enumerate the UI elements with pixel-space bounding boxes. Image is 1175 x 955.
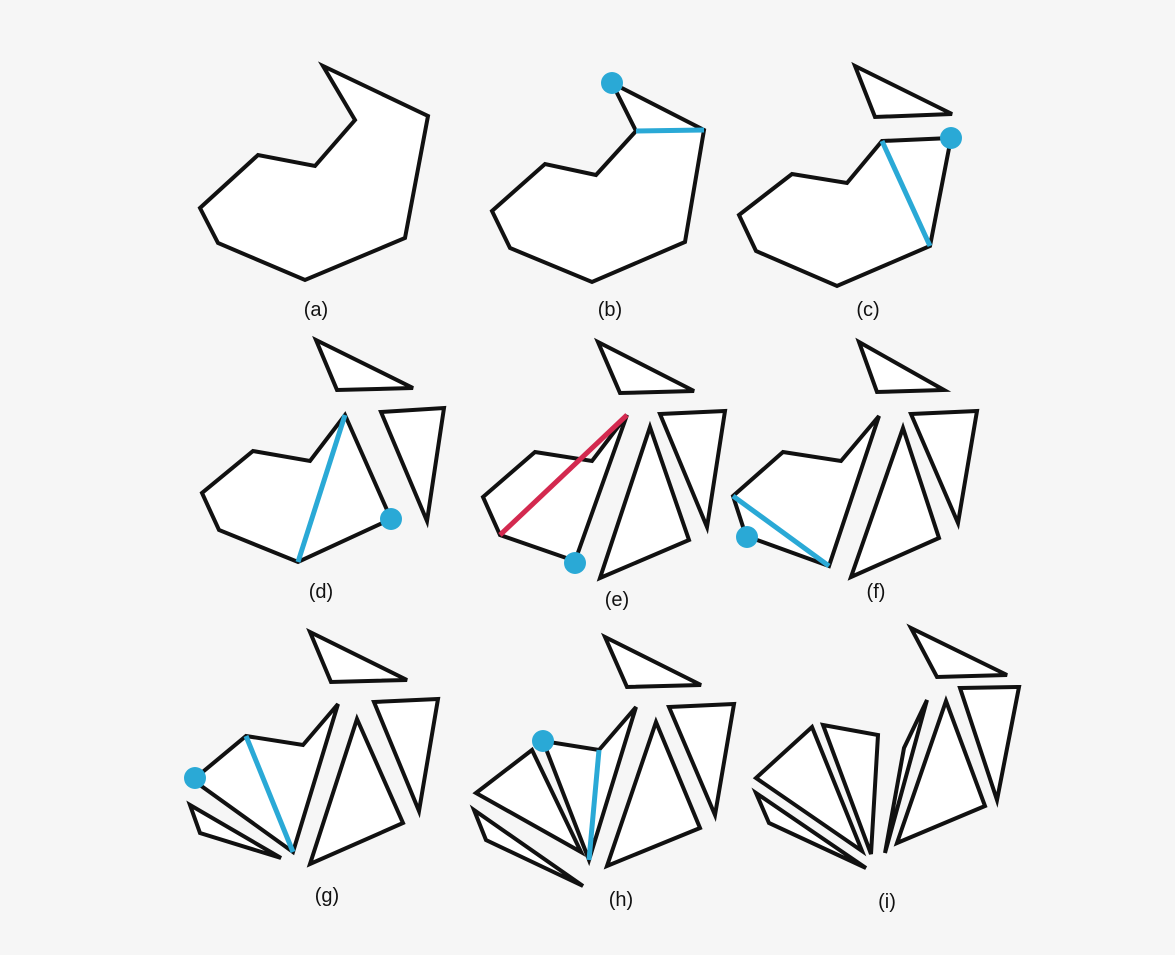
ear-vertex-marker (564, 552, 586, 574)
ear-vertex-marker (736, 526, 758, 548)
ear-cut-line (586, 749, 602, 861)
polygon-shape (197, 61, 431, 283)
triangle (752, 723, 867, 857)
clipped-triangle (855, 337, 952, 395)
clipped-triangle (378, 405, 447, 529)
clipped-triangle (666, 701, 737, 823)
clipped-triangle (186, 800, 283, 860)
panel-a: (a) (197, 61, 431, 321)
clipped-triangle (657, 408, 728, 535)
triangle (883, 699, 929, 854)
ear-cut-line (243, 735, 296, 853)
clipped-triangle (593, 337, 695, 396)
clipped-triangle (472, 746, 586, 857)
polygon-shape (199, 411, 394, 565)
clipped-triangle (603, 716, 703, 870)
ear-cut-line (879, 139, 933, 248)
caption-a: (a) (304, 299, 328, 321)
clipped-triangle (851, 61, 953, 120)
caption-g: (g) (315, 885, 339, 907)
clipped-triangle (371, 696, 441, 819)
ear-cut-line (295, 414, 348, 563)
caption-e: (e) (605, 589, 629, 611)
rejected-diagonal-line (498, 413, 629, 537)
panel-g: (g) (184, 627, 441, 907)
ear-vertex-marker (601, 72, 623, 94)
caption-f: (f) (867, 581, 886, 603)
panel-d: (d) (199, 335, 447, 603)
clipped-triangle (847, 421, 942, 581)
clipped-triangle (312, 335, 414, 393)
clipped-triangle (469, 804, 585, 888)
ear-vertex-marker (532, 730, 554, 752)
polygon-shape (489, 78, 707, 285)
ear-vertex-marker (940, 127, 962, 149)
caption-i: (i) (878, 891, 896, 913)
panel-e: (e) (480, 337, 728, 611)
ear-vertex-marker (380, 508, 402, 530)
triangle (819, 722, 881, 855)
ear-cut-line (731, 493, 831, 569)
triangle (751, 787, 868, 870)
triangle (893, 695, 988, 847)
panel-h: (h) (469, 632, 737, 911)
clipped-triangle (908, 408, 980, 531)
polygon-shape (736, 135, 954, 289)
ear-vertex-marker (184, 767, 206, 789)
caption-c: (c) (856, 299, 879, 321)
caption-b: (b) (598, 299, 622, 321)
clipped-triangle (600, 632, 702, 690)
caption-d: (d) (309, 581, 333, 603)
panel-i: (i) (751, 623, 1022, 913)
ear-cut-line (635, 127, 705, 134)
triangle (957, 684, 1022, 808)
panel-f: (f) (730, 337, 980, 603)
clipped-triangle (306, 627, 408, 685)
clipped-triangle (596, 420, 692, 582)
panel-c: (c) (736, 61, 962, 321)
panel-b: (b) (489, 72, 707, 321)
clipped-triangle (306, 713, 406, 868)
triangle (906, 623, 1008, 680)
caption-h: (h) (609, 889, 633, 911)
